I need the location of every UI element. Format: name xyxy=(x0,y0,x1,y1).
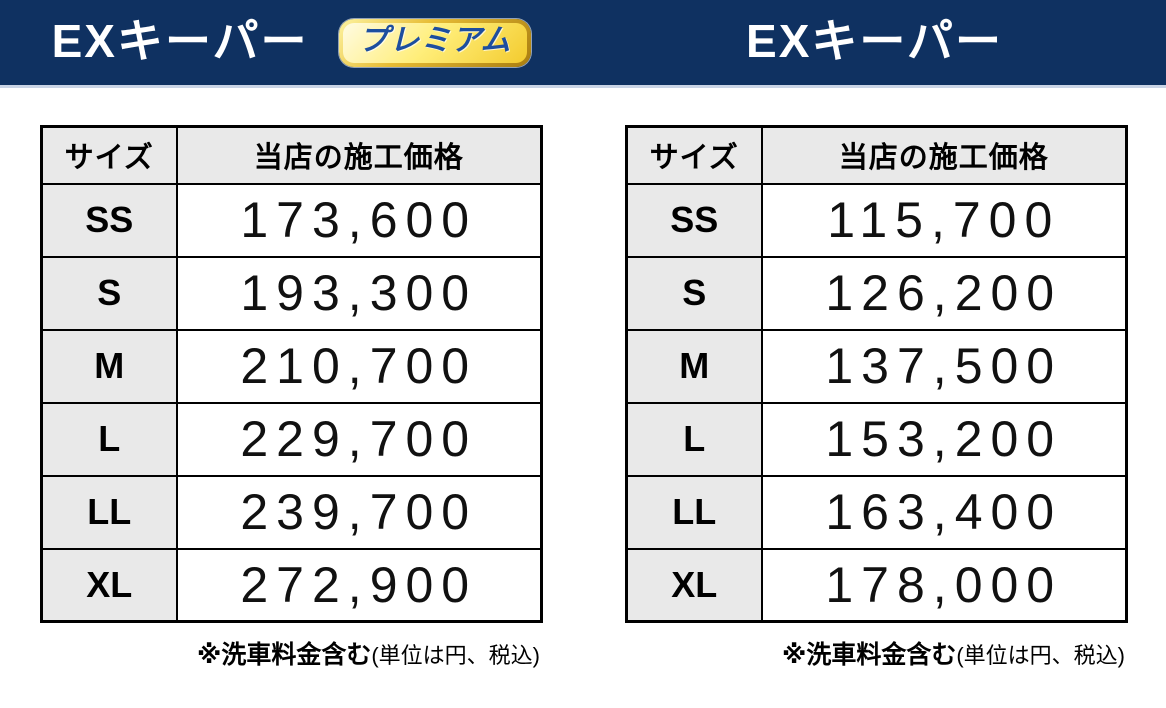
size-cell: LL xyxy=(625,474,763,550)
size-cell: L xyxy=(625,401,763,477)
standard-price-panel: サイズ 当店の施工価格 SS 115,700 S 126,200 M 137,500 L 15… xyxy=(583,88,1166,671)
size-cell: L xyxy=(40,401,178,477)
table-row: M 137,500 xyxy=(625,328,1128,404)
table-row: LL 239,700 xyxy=(40,474,543,550)
size-cell: M xyxy=(40,328,178,404)
size-column-header: サイズ xyxy=(625,125,763,185)
table-row: M 210,700 xyxy=(40,328,543,404)
size-cell: SS xyxy=(40,182,178,258)
table-row: LL 163,400 xyxy=(625,474,1128,550)
premium-footnote: ※洗車料金含む(単位は円、税込) xyxy=(40,635,540,671)
premium-badge-label: プレミアム xyxy=(342,22,528,63)
price-cell: 163,400 xyxy=(760,474,1128,550)
price-cell: 153,200 xyxy=(760,401,1128,477)
size-cell: XL xyxy=(40,547,178,623)
table-row: SS 173,600 xyxy=(40,182,543,258)
price-cell: 272,900 xyxy=(175,547,543,623)
table-row: S 126,200 xyxy=(625,255,1128,331)
product-title-premium: EXキーパー xyxy=(51,14,309,67)
table-row: L 153,200 xyxy=(625,401,1128,477)
footnote-bold-text: ※洗車料金含む xyxy=(197,641,372,669)
header-right-section: EXキーパー xyxy=(583,0,1166,85)
size-cell: XL xyxy=(625,547,763,623)
footnote-paren-text: (単位は円、税込) xyxy=(371,643,540,668)
premium-price-panel: サイズ 当店の施工価格 SS 173,600 S 193,300 M 210,700 L 22… xyxy=(0,88,583,671)
size-cell: SS xyxy=(625,182,763,258)
standard-price-table: サイズ 当店の施工価格 SS 115,700 S 126,200 M 137,500 L 15… xyxy=(625,125,1128,623)
price-cell: 193,300 xyxy=(175,255,543,331)
size-cell: S xyxy=(625,255,763,331)
main-area: サイズ 当店の施工価格 SS 173,600 S 193,300 M 210,700 L 22… xyxy=(0,88,1166,671)
footnote-paren-text: (単位は円、税込) xyxy=(956,643,1125,668)
price-cell: 126,200 xyxy=(760,255,1128,331)
standard-panel-inner: サイズ 当店の施工価格 SS 115,700 S 126,200 M 137,500 L 15… xyxy=(625,125,1128,671)
price-cell: 115,700 xyxy=(760,182,1128,258)
price-column-header: 当店の施工価格 xyxy=(175,125,543,185)
size-column-header: サイズ xyxy=(40,125,178,185)
price-cell: 229,700 xyxy=(175,401,543,477)
premium-badge: プレミアム xyxy=(338,18,532,67)
table-row: SS 115,700 xyxy=(625,182,1128,258)
header-left-section: EXキーパー プレミアム xyxy=(0,0,583,85)
price-cell: 210,700 xyxy=(175,328,543,404)
price-cell: 178,000 xyxy=(760,547,1128,623)
table-header-row: サイズ 当店の施工価格 xyxy=(40,125,543,185)
size-cell: S xyxy=(40,255,178,331)
price-cell: 173,600 xyxy=(175,182,543,258)
price-column-header: 当店の施工価格 xyxy=(760,125,1128,185)
footnote-bold-text: ※洗車料金含む xyxy=(782,641,957,669)
table-row: XL 178,000 xyxy=(625,547,1128,623)
price-cell: 239,700 xyxy=(175,474,543,550)
price-cell: 137,500 xyxy=(760,328,1128,404)
size-cell: LL xyxy=(40,474,178,550)
table-row: S 193,300 xyxy=(40,255,543,331)
premium-price-table: サイズ 当店の施工価格 SS 173,600 S 193,300 M 210,700 L 22… xyxy=(40,125,543,623)
size-cell: M xyxy=(625,328,763,404)
standard-footnote: ※洗車料金含む(単位は円、税込) xyxy=(625,635,1125,671)
product-title-standard: EXキーパー xyxy=(746,14,1003,67)
premium-panel-inner: サイズ 当店の施工価格 SS 173,600 S 193,300 M 210,700 L 22… xyxy=(40,125,543,671)
table-header-row: サイズ 当店の施工価格 xyxy=(625,125,1128,185)
table-row: XL 272,900 xyxy=(40,547,543,623)
header-bar: EXキーパー プレミアム EXキーパー xyxy=(0,0,1166,88)
table-row: L 229,700 xyxy=(40,401,543,477)
